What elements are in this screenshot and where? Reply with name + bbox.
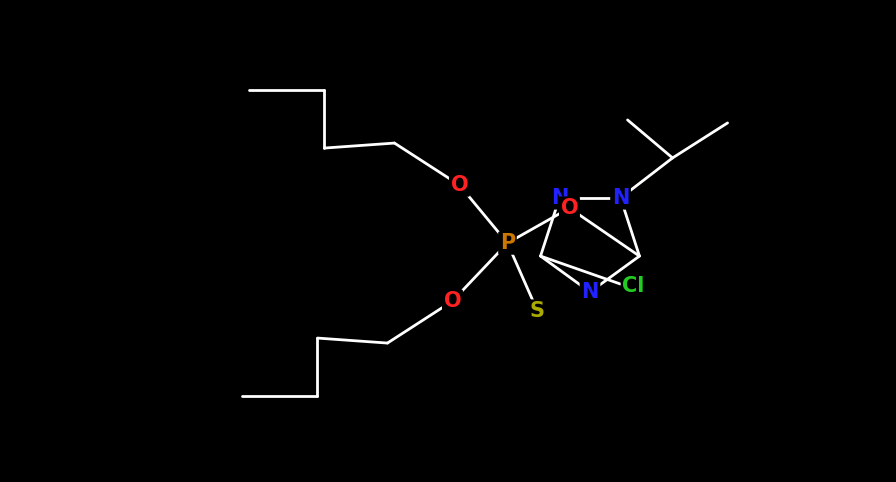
Text: O: O [561, 198, 578, 218]
Text: O: O [451, 175, 469, 195]
Text: O: O [444, 291, 461, 311]
Text: N: N [612, 188, 629, 208]
Text: N: N [551, 188, 568, 208]
Text: N: N [582, 282, 599, 302]
Text: Cl: Cl [623, 276, 645, 296]
Text: P: P [500, 233, 515, 253]
Text: S: S [530, 301, 545, 321]
